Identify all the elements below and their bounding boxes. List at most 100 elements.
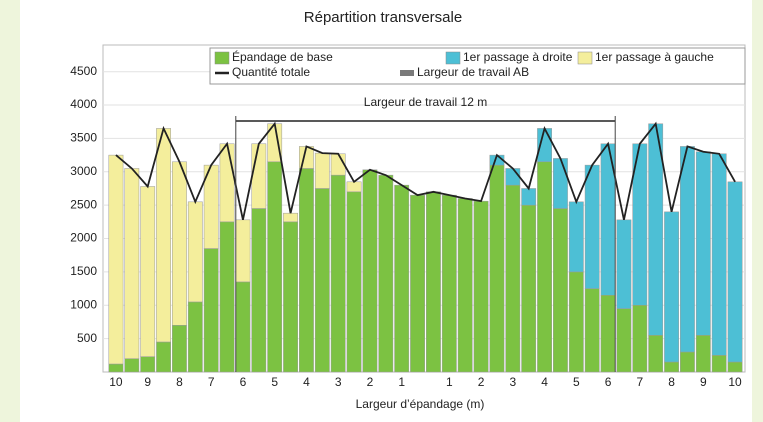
x-tick-label: 9: [700, 375, 707, 389]
y-tick-label: 4500: [70, 64, 97, 78]
bar-segment: [346, 181, 362, 193]
x-tick-label: 2: [367, 375, 374, 389]
bar-segment: [187, 201, 203, 303]
legend-swatch: [400, 70, 414, 76]
x-tick-label: 2: [478, 375, 485, 389]
x-tick-label: 10: [728, 375, 742, 389]
bar-segment: [251, 143, 267, 209]
legend-label: Quantité totale: [232, 65, 310, 79]
bar-segment: [314, 152, 330, 189]
bar-segment: [172, 161, 187, 326]
legend-swatch: [577, 51, 593, 65]
bar-segment: [568, 201, 584, 273]
bar-segment: [156, 341, 171, 373]
legend-label: Largeur de travail AB: [417, 65, 529, 79]
x-tick-label: 8: [668, 375, 675, 389]
x-tick-label: 4: [541, 375, 548, 389]
legend-swatch: [214, 51, 230, 65]
bar-segment: [140, 356, 156, 373]
y-tick-label: 500: [77, 331, 97, 345]
y-tick-label: 2500: [70, 197, 97, 211]
bar-segment: [283, 221, 298, 373]
bar-segment: [521, 204, 537, 373]
bar-segment: [695, 151, 711, 336]
bar-segment: [299, 168, 314, 373]
bar-segment: [330, 153, 346, 176]
bar-segment: [537, 161, 552, 373]
bar-segment: [664, 361, 679, 373]
bar-segment: [124, 358, 140, 373]
x-tick-label: 5: [573, 375, 580, 389]
bar-segment: [314, 188, 330, 373]
x-tick-label: 7: [636, 375, 643, 389]
bar-segment: [108, 154, 124, 365]
bar-segment: [235, 281, 251, 373]
bar-segment: [156, 128, 171, 343]
bar-segment: [553, 208, 568, 373]
x-tick-label: 4: [303, 375, 310, 389]
x-tick-label: 5: [271, 375, 278, 389]
annotation: Largeur de travail 12 m: [364, 95, 487, 109]
total-line: [115, 121, 736, 221]
bar-segment: [457, 198, 473, 373]
bar-segment: [727, 361, 743, 373]
x-tick-label: 1: [398, 375, 405, 389]
bar-segment: [124, 168, 140, 359]
bar-segment: [505, 184, 521, 373]
bar-segment: [648, 335, 664, 373]
y-tick-label: 2000: [70, 231, 97, 245]
bar-segment: [330, 174, 346, 373]
bar-segment: [553, 158, 568, 209]
x-tick-label: 3: [509, 375, 516, 389]
bar-segment: [727, 181, 743, 363]
x-tick-label: 8: [176, 375, 183, 389]
x-tick-label: 9: [144, 375, 151, 389]
bar-segment: [473, 200, 489, 373]
bar-segment: [346, 191, 362, 373]
legend-label: 1er passage à gauche: [595, 50, 714, 64]
bar-segment: [267, 161, 283, 373]
legend-box: [209, 47, 746, 85]
y-tick-label: 3500: [70, 131, 97, 145]
y-tick-label: 1500: [70, 264, 97, 278]
bar-segment: [521, 188, 537, 206]
bar-segment: [695, 335, 711, 373]
bar-segment: [505, 168, 521, 186]
bar-segment: [616, 219, 632, 309]
x-tick-label: 7: [208, 375, 215, 389]
bar-segment: [680, 351, 695, 373]
x-tick-label: 3: [335, 375, 342, 389]
bar-segment: [584, 288, 600, 373]
bar-segment: [664, 211, 679, 363]
legend-swatch: [445, 51, 461, 65]
bar-segment: [410, 194, 425, 373]
bar-segment: [711, 355, 727, 373]
bar-segment: [632, 305, 648, 373]
x-tick-label: 6: [240, 375, 247, 389]
bar-segment: [283, 212, 298, 223]
legend-label: Épandage de base: [232, 49, 333, 64]
bar-segment: [172, 325, 187, 373]
y-tick-label: 1000: [70, 297, 97, 311]
x-axis-title: Largeur d’épandage (m): [356, 397, 485, 411]
bar-segment: [219, 221, 235, 373]
bar-segment: [140, 186, 156, 357]
chart-title: Répartition transversale: [304, 9, 462, 26]
bar-segment: [235, 219, 251, 283]
y-tick-label: 4000: [70, 97, 97, 111]
bar-segment: [680, 146, 695, 353]
bar-segment: [187, 301, 203, 373]
bar-segment: [584, 164, 600, 289]
bar-segment: [219, 143, 235, 223]
x-tick-label: 6: [605, 375, 612, 389]
bar-segment: [378, 174, 394, 373]
bar-segment: [394, 184, 410, 373]
x-tick-label: 1: [446, 375, 453, 389]
bar-segment: [251, 208, 267, 373]
bar-segment: [489, 164, 505, 373]
bar-segment: [426, 191, 441, 373]
bar-segment: [362, 169, 378, 373]
x-tick-label: 10: [109, 375, 123, 389]
bar-segment: [711, 153, 727, 356]
